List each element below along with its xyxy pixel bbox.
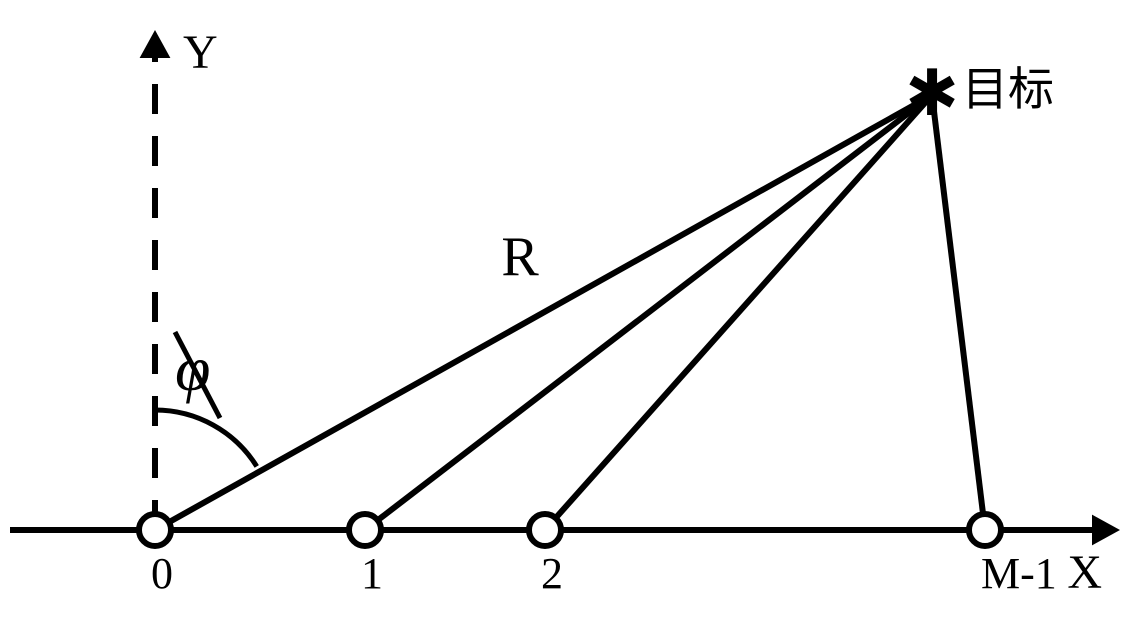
array-node-label: 1 — [361, 549, 383, 598]
ray-line — [545, 95, 932, 530]
array-node — [529, 514, 561, 546]
x-axis-arrow — [1092, 515, 1120, 546]
r-label: R — [501, 226, 539, 288]
array-node-label: 0 — [151, 549, 173, 598]
ray-line — [932, 95, 985, 530]
y-axis-arrow — [140, 30, 171, 58]
y-axis-label: Y — [183, 26, 218, 79]
phi-arc — [155, 410, 257, 466]
array-node-label: M-1 — [981, 549, 1057, 598]
array-node — [139, 514, 171, 546]
x-axis-label: X — [1067, 546, 1102, 599]
target-label: 目标 — [962, 64, 1054, 115]
target-marker: ✱ — [905, 58, 959, 129]
array-node-label: 2 — [541, 549, 563, 598]
ray-line — [155, 95, 932, 530]
array-node — [969, 514, 1001, 546]
array-node — [349, 514, 381, 546]
ray-line — [365, 95, 932, 530]
